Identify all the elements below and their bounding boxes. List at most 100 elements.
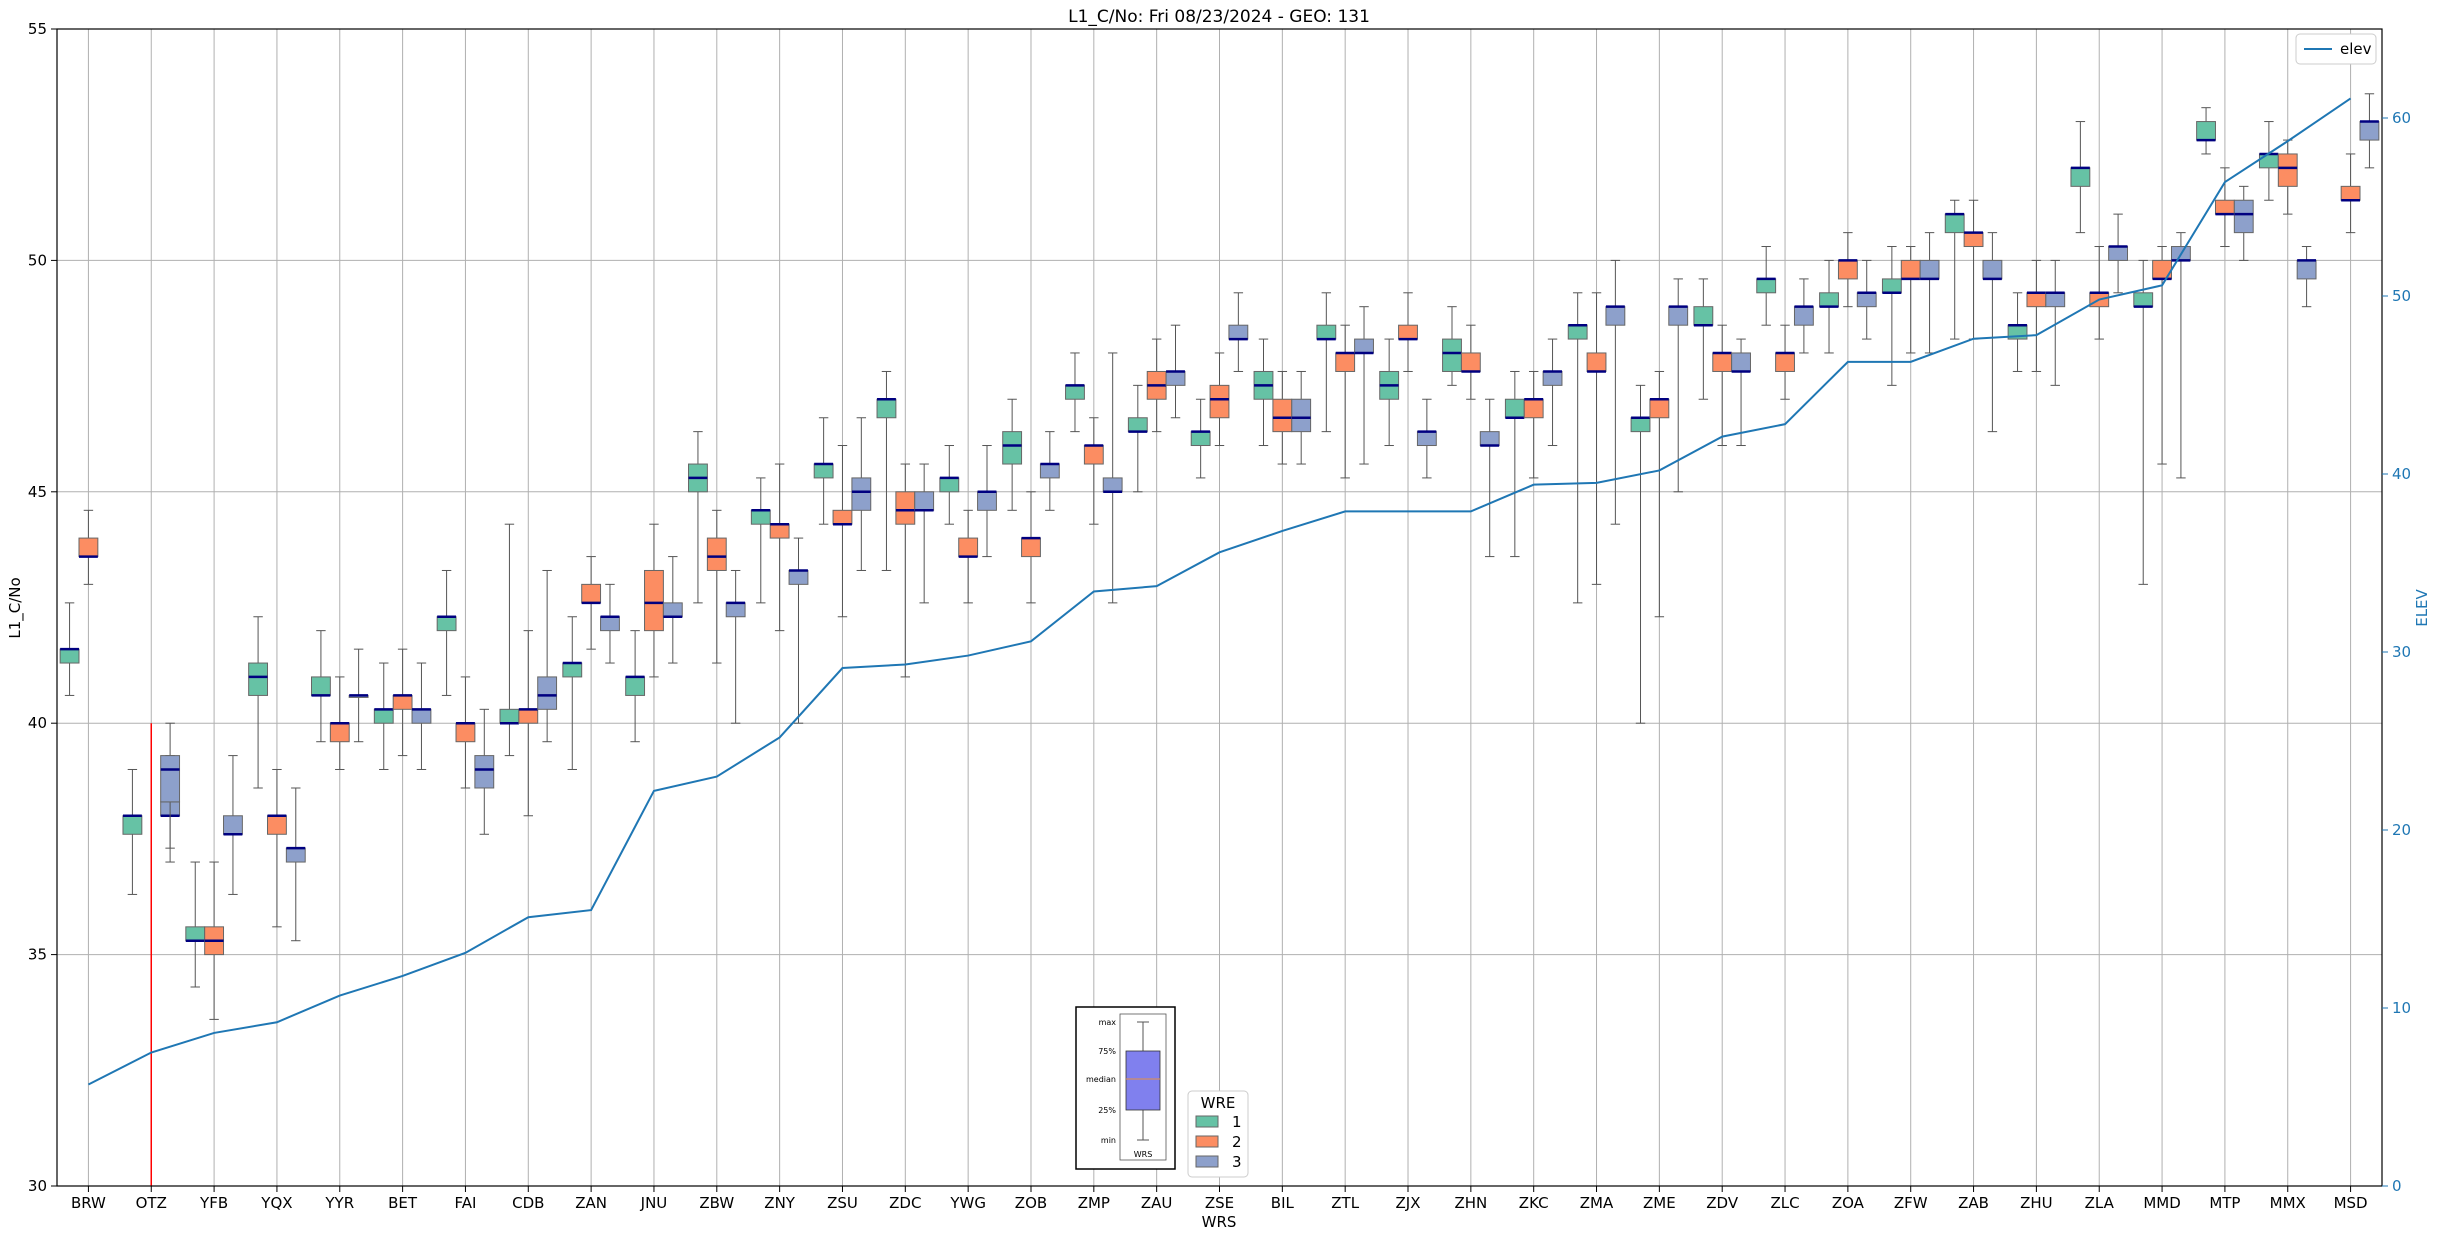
box-body — [1190, 431, 1211, 447]
box-ztl-wre1 — [1316, 292, 1337, 433]
box-yqx-wre2 — [267, 768, 287, 928]
legend-wre-entry: 2 — [1232, 1133, 1242, 1151]
x-tick-label: ZAN — [575, 1194, 607, 1212]
box-mtp-wre1 — [2196, 107, 2216, 155]
box-zme-wre1 — [1630, 384, 1651, 724]
box-body — [1586, 352, 1607, 372]
box-fai-wre3 — [474, 708, 495, 835]
box-zau-wre1 — [1127, 384, 1148, 493]
box-zse-wre1 — [1190, 398, 1211, 479]
x-tick-label: OTZ — [136, 1194, 167, 1212]
box-body — [769, 523, 790, 539]
box-body — [2026, 292, 2047, 308]
box-zab-wre3 — [1982, 232, 2003, 433]
box-body — [1630, 417, 1651, 433]
box-zny-wre1 — [750, 477, 771, 604]
x-tick-label: FAI — [454, 1194, 476, 1212]
box-body — [1982, 259, 2003, 280]
box-body — [1819, 292, 1839, 308]
box-jnu-wre1 — [625, 630, 646, 743]
box-body — [832, 509, 853, 525]
box-body — [876, 398, 897, 419]
box-otz-wre1 — [122, 768, 143, 895]
box-zme-wre2 — [1649, 370, 1670, 618]
box-body — [581, 583, 602, 604]
box-body — [1756, 278, 1777, 294]
box-body — [1316, 324, 1337, 340]
y2-tick-label: 60 — [2392, 109, 2411, 127]
x-tick-label: YQX — [260, 1194, 292, 1212]
box-zny-wre3 — [788, 537, 809, 724]
legend-wre-entry: 1 — [1232, 1113, 1242, 1131]
box-zoa-wre3 — [1856, 259, 1877, 340]
box-jnu-wre2 — [644, 523, 664, 678]
box-body — [392, 694, 413, 710]
box-body — [788, 569, 809, 585]
box-msd-wre2 — [2340, 153, 2361, 234]
box-body — [59, 648, 80, 664]
box-zny-wre2 — [769, 463, 790, 632]
box-body — [499, 708, 520, 724]
box-body — [185, 926, 206, 942]
box-body — [914, 491, 935, 511]
box-yfb-wre3 — [223, 755, 243, 895]
box-ywg-wre3 — [977, 445, 997, 558]
x-tick-label: ZMP — [1078, 1194, 1110, 1212]
y-axis-title: L1_C/No — [6, 577, 25, 638]
box-body — [1731, 352, 1751, 372]
box-body — [2296, 259, 2317, 280]
box-zan-wre2 — [581, 556, 602, 650]
x-tick-label: MTP — [2209, 1194, 2240, 1212]
x-tick-label: ZFW — [1894, 1194, 1928, 1212]
box-fai-wre1 — [436, 569, 457, 696]
box-zjx-wre3 — [1416, 398, 1437, 479]
box-body — [1712, 352, 1733, 372]
legend-wre-entry: 3 — [1232, 1153, 1242, 1171]
box-body — [248, 662, 269, 696]
box-zbw-wre3 — [725, 569, 746, 724]
box-body — [562, 662, 583, 678]
chart-title: L1_C/No: Fri 08/23/2024 - GEO: 131 — [1068, 7, 1370, 27]
box-body — [1416, 431, 1437, 447]
box-ztl-wre3 — [1354, 306, 1374, 465]
box-body — [78, 537, 99, 558]
box-fai-wre2 — [455, 676, 476, 789]
y-tick-label: 30 — [28, 1177, 47, 1195]
y2-tick-label: 50 — [2392, 287, 2411, 305]
box-cdb-wre1 — [499, 523, 520, 757]
x-tick-label: YYR — [324, 1194, 354, 1212]
x-tick-label: ZKC — [1519, 1194, 1549, 1212]
box-brw-wre1 — [59, 602, 80, 696]
y2-tick-label: 0 — [2392, 1177, 2402, 1195]
box-body — [1649, 398, 1670, 419]
box-body — [706, 537, 727, 571]
box-body — [1479, 431, 1500, 447]
box-mmx-wre2 — [2277, 139, 2298, 215]
box-zab-wre2 — [1963, 199, 1984, 340]
box-zau-wre3 — [1165, 324, 1186, 419]
box-zsu-wre2 — [832, 445, 853, 618]
box-body — [267, 815, 287, 835]
box-body — [1775, 352, 1795, 372]
box-zkc-wre2 — [1523, 370, 1544, 479]
x-tick-label: MMD — [2143, 1194, 2180, 1212]
box-zhn-wre2 — [1460, 324, 1481, 400]
box-mtp-wre3 — [2233, 185, 2254, 261]
box-body — [1567, 324, 1588, 340]
box-body — [1963, 232, 1984, 248]
box-body — [625, 676, 646, 696]
box-otz-wre3 — [160, 722, 181, 849]
box-body — [1291, 398, 1312, 433]
box-zma-wre1 — [1567, 292, 1588, 604]
box-yqx-wre3 — [285, 787, 306, 942]
box-zdc-wre3 — [914, 463, 935, 604]
box-zob-wre2 — [1021, 491, 1041, 604]
y-tick-label: 45 — [28, 483, 47, 501]
box-body — [2233, 199, 2254, 234]
x-tick-label: ZMA — [1580, 1194, 1614, 1212]
box-body — [1335, 352, 1356, 372]
box-body — [373, 708, 394, 724]
box-zjx-wre2 — [1398, 292, 1418, 372]
box-zan-wre3 — [600, 583, 620, 664]
box-body — [2070, 167, 2091, 187]
